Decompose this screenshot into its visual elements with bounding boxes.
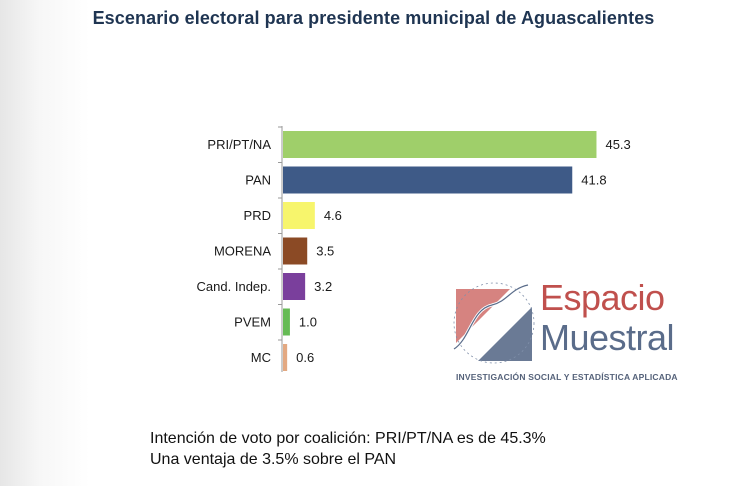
bar-prd [283, 202, 315, 229]
category-label: MORENA [214, 244, 271, 259]
value-label: 0.6 [296, 350, 314, 365]
bar-pvem [283, 308, 290, 336]
category-label: PRD [244, 208, 271, 223]
footnote-line-2: Una ventaja de 3.5% sobre el PAN [150, 451, 397, 468]
value-label: 41.8 [581, 173, 606, 188]
category-label: PVEM [234, 315, 271, 330]
axis-ticks [278, 126, 282, 341]
bar-pan [283, 166, 573, 194]
logo-mark-icon [453, 282, 535, 364]
value-label: 1.0 [299, 315, 317, 330]
footnote: Intención de voto por coalición: PRI/PT/… [150, 428, 546, 470]
value-label: 3.5 [316, 244, 334, 259]
value-label: 4.6 [324, 208, 342, 223]
category-label: Cand. Indep. [197, 279, 271, 294]
bar-cand-indep [283, 273, 306, 300]
category-label: PRI/PT/NA [207, 137, 271, 152]
logo-text-espacio: Espacio [540, 277, 665, 318]
espacio-muestral-logo: Espacio Muestral INVESTIGACIÓN SOCIAL Y … [448, 275, 698, 390]
value-label: 45.3 [605, 137, 630, 152]
value-label: 3.2 [314, 279, 332, 294]
footnote-line-1: Intención de voto por coalición: PRI/PT/… [150, 430, 546, 447]
bars-group: PRI/PT/NA 45.3 PAN 41.8 PRD 4.6 MORENA 3.5 Cand.… [197, 131, 631, 371]
bar-pri-pt-na [283, 131, 597, 158]
logo-tagline: INVESTIGACIÓN SOCIAL Y ESTADÍSTICA APLIC… [456, 372, 678, 382]
category-label: MC [251, 350, 271, 365]
logo-text-muestral: Muestral [540, 317, 675, 358]
chart-title: Escenario electoral para presidente muni… [92, 8, 655, 28]
bar-morena [283, 237, 308, 265]
category-label: PAN [245, 173, 271, 188]
bar-mc [283, 344, 288, 371]
